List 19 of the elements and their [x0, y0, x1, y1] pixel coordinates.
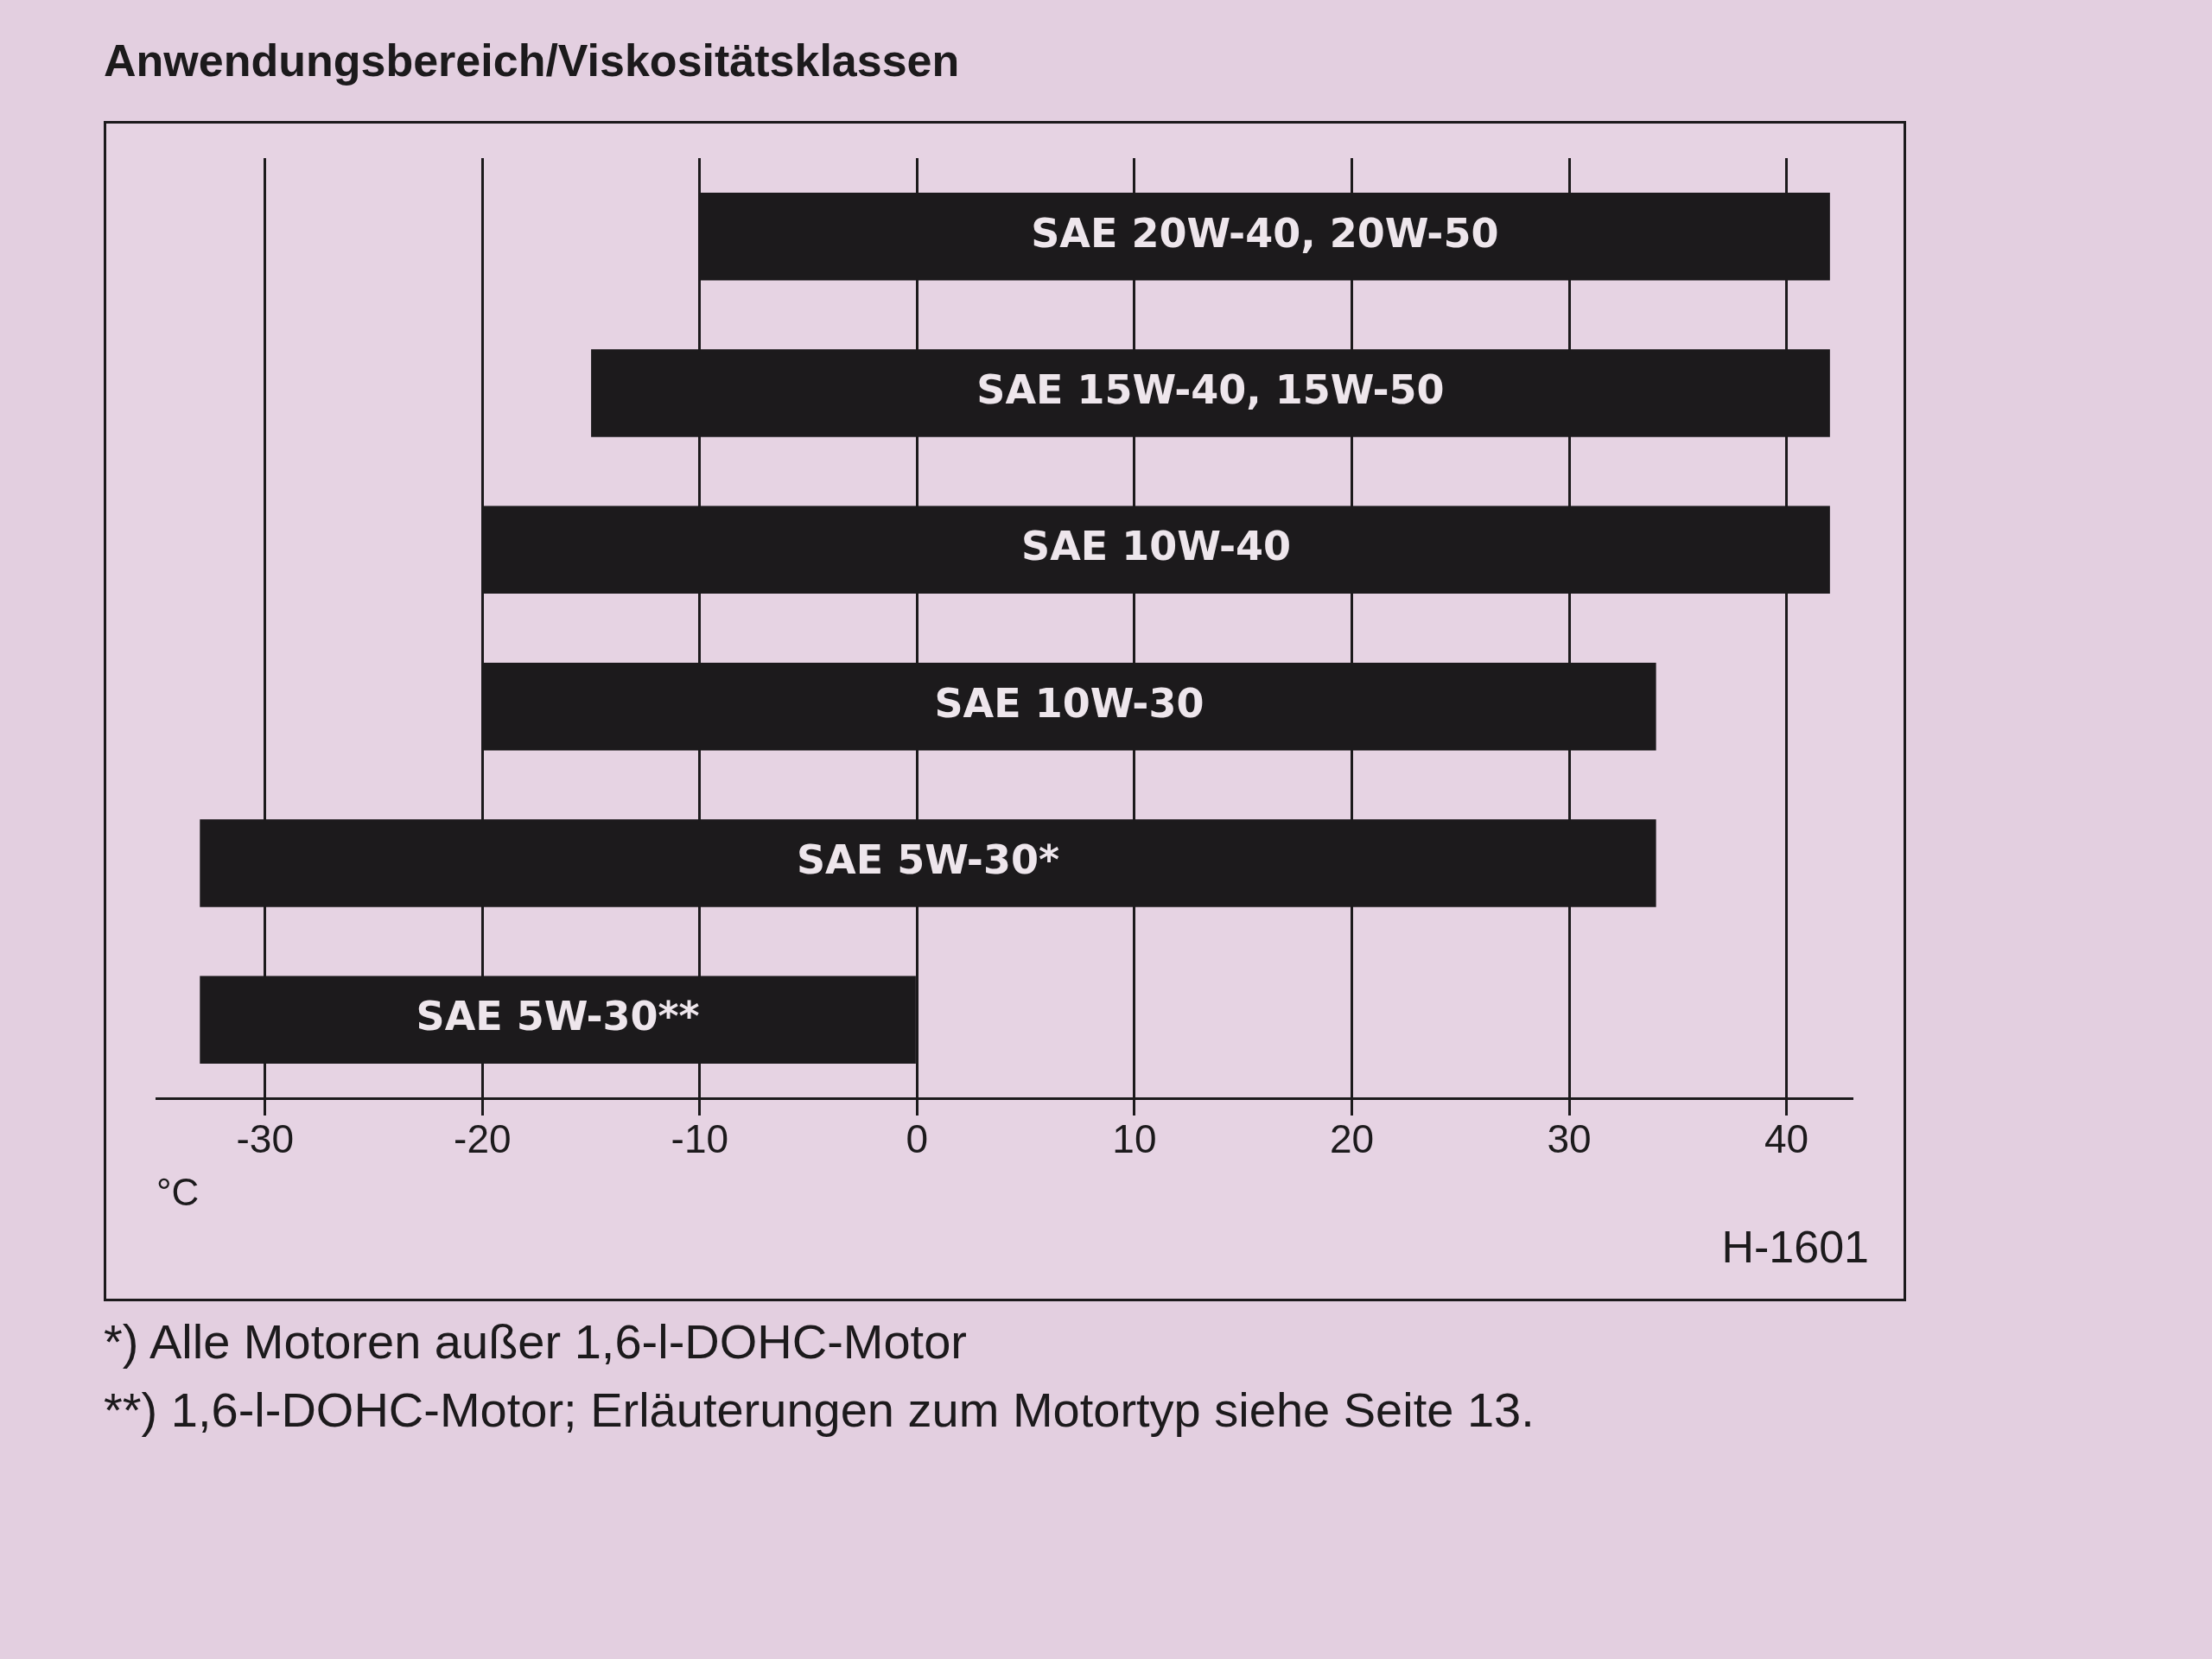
x-axis-title: °C — [156, 1170, 200, 1213]
x-tick-label: 40 — [1764, 1116, 1809, 1162]
y-tick-label: SAE 15W-40, 15W-50 — [976, 365, 1445, 413]
x-tick-label: 30 — [1547, 1116, 1592, 1162]
x-tick-label: -20 — [454, 1116, 512, 1162]
x-tick-label: -10 — [671, 1116, 729, 1162]
text: H-1601 — [1720, 1221, 1869, 1273]
y-tick-label: SAE 5W-30** — [416, 993, 700, 1040]
y-tick-label: SAE 10W-40 — [1021, 523, 1292, 570]
y-tick-label: SAE 20W-40, 20W-50 — [1031, 209, 1499, 257]
text: *) Alle Motoren außer 1,6-l-DOHC-Motor — [104, 1313, 968, 1370]
x-tick-label: 10 — [1112, 1116, 1157, 1162]
x-tick-label: 20 — [1329, 1116, 1375, 1162]
chart-title: Anwendungsbereich/Viskositätsklassen — [104, 35, 961, 86]
x-tick-label: -30 — [236, 1116, 295, 1162]
y-tick-label: SAE 10W-30 — [934, 679, 1205, 727]
y-tick-label: SAE 5W-30* — [796, 836, 1059, 883]
text: **) 1,6-l-DOHC-Motor; Erläuterungen zum Motortyp siehe Seite 13. — [104, 1382, 1535, 1438]
x-tick-label: 0 — [906, 1116, 929, 1162]
